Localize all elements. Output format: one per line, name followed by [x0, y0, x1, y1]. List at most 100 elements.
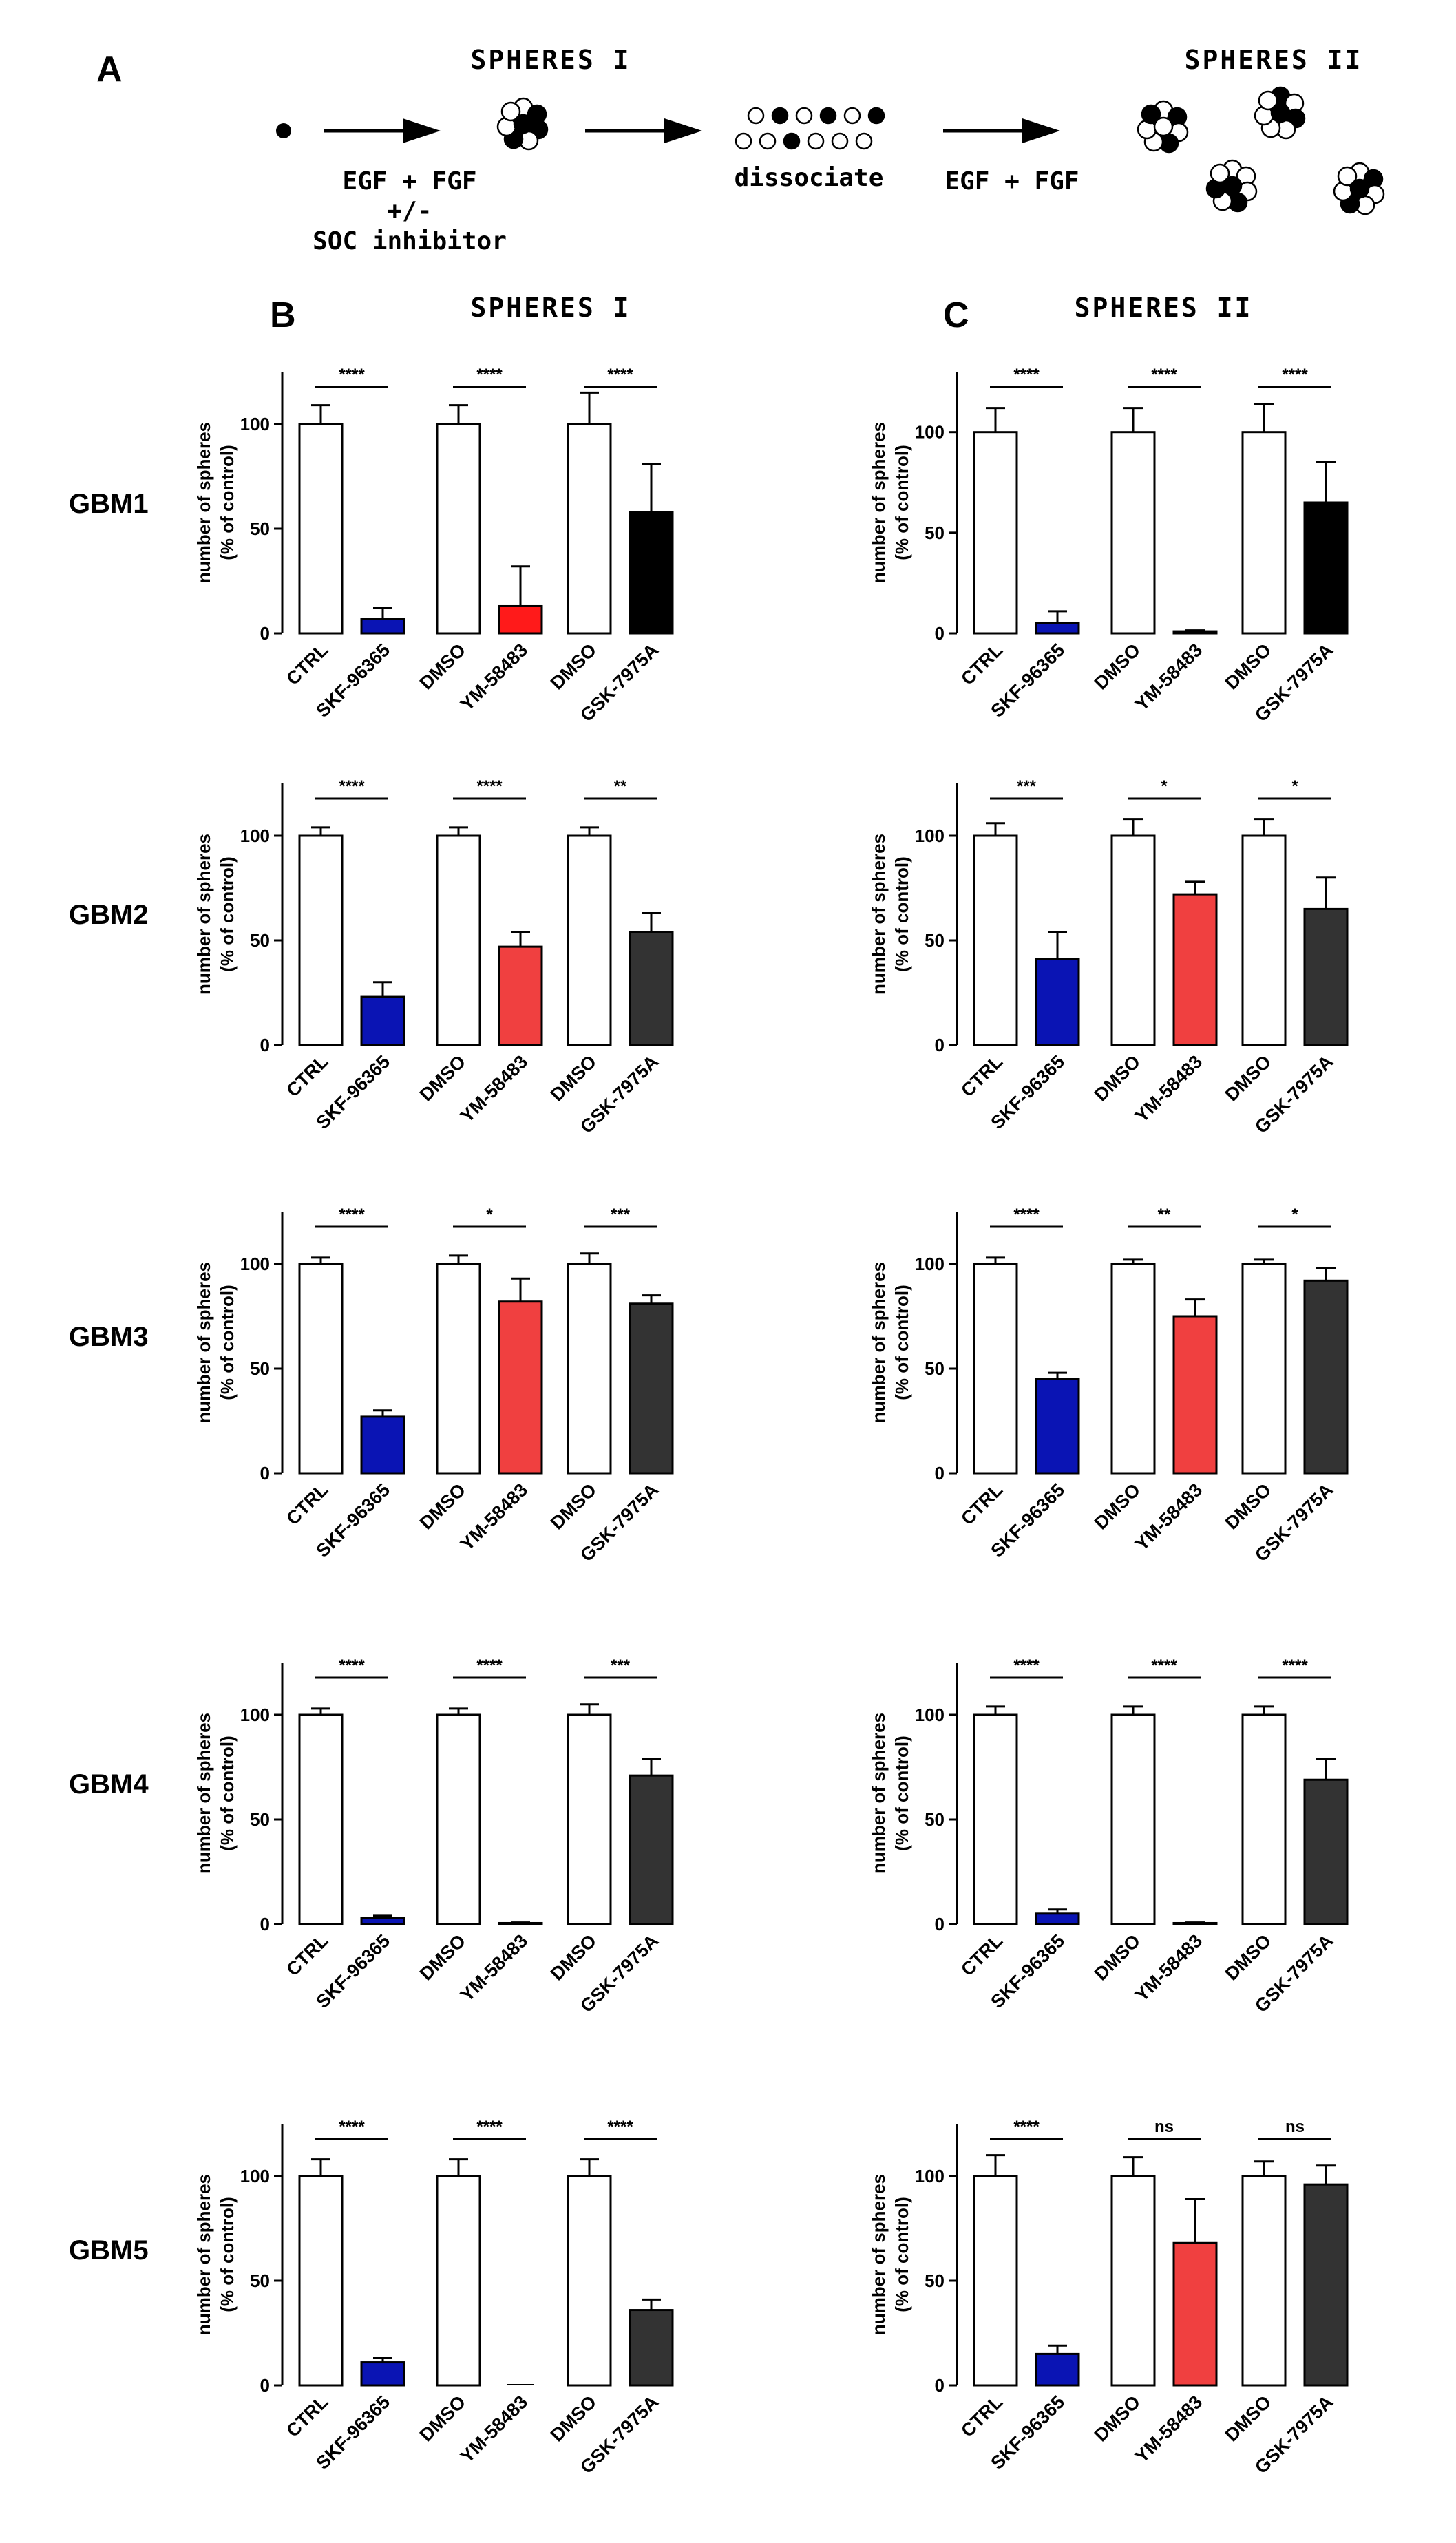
bar — [360, 618, 405, 635]
y-tick-label: 50 — [250, 930, 270, 951]
panel-c-title: SPHERES II — [1075, 293, 1253, 323]
bar — [629, 511, 674, 635]
bar — [973, 834, 1018, 1046]
significance-label: **** — [476, 1656, 503, 1675]
y-tick-label: 0 — [935, 1035, 945, 1055]
y-tick-label: 100 — [915, 1705, 945, 1725]
bar — [567, 1713, 612, 1925]
category-label: DMSO — [1090, 1479, 1144, 1533]
bar — [436, 1263, 481, 1475]
row-label-gbm4: GBM4 — [69, 1769, 149, 1800]
bar — [1110, 834, 1156, 1046]
spheres-ii-heading: SPHERES II — [1185, 45, 1363, 75]
category-label: DMSO — [1090, 640, 1144, 693]
category-label: DMSO — [547, 1479, 600, 1533]
bar — [1241, 2175, 1287, 2387]
significance-label: **** — [1282, 1656, 1308, 1675]
y-axis-label: number of spheres — [868, 834, 889, 995]
y-axis-label-sub: (% of control) — [891, 856, 912, 972]
bar — [1172, 2241, 1218, 2387]
y-tick-label: 100 — [915, 2166, 945, 2186]
y-axis-label-sub: (% of control) — [891, 1735, 912, 1851]
category-label: DMSO — [416, 1479, 469, 1533]
significance-label: *** — [611, 1656, 631, 1675]
significance-label: ** — [614, 777, 627, 796]
category-label: DMSO — [416, 1051, 469, 1105]
significance-label: **** — [1013, 2118, 1040, 2136]
bar — [629, 2309, 674, 2387]
bar — [298, 1263, 344, 1475]
bar — [1110, 1263, 1156, 1475]
chart-gbm2-ii: 0 50 100 number of spheres (% of control) CTR… — [868, 777, 1349, 1137]
sphere-cluster-icon — [1333, 162, 1385, 215]
y-axis-label-sub: (% of control) — [891, 2197, 912, 2312]
bar — [436, 1713, 481, 1925]
category-label: DMSO — [1221, 2392, 1275, 2445]
chart-gbm1-ii: 0 50 100 number of spheres (% of control) CTR… — [868, 366, 1349, 726]
panel-label-c: C — [943, 295, 969, 335]
sphere-cluster-icon — [1254, 86, 1306, 140]
category-label: DMSO — [416, 2392, 469, 2445]
category-label: DMSO — [416, 1930, 469, 1984]
bar — [498, 1300, 543, 1475]
y-tick-label: 50 — [250, 518, 270, 539]
category-label: CTRL — [282, 1930, 332, 1980]
significance-label: * — [1291, 1205, 1298, 1224]
bar — [567, 834, 612, 1046]
category-label: YM-58483 — [1131, 640, 1206, 715]
category-label: CTRL — [957, 2392, 1006, 2441]
bar — [567, 2175, 612, 2387]
bar — [1241, 1713, 1287, 1925]
y-axis-label: number of spheres — [193, 422, 214, 583]
y-axis-label-sub: (% of control) — [217, 1735, 238, 1851]
bar — [1035, 1378, 1080, 1475]
significance-label: **** — [476, 366, 503, 384]
chart-gbm1-i: 0 50 100 number of spheres (% of control) CTR… — [193, 366, 674, 726]
chart-gbm4-ii: 0 50 100 number of spheres (% of control) CTR… — [868, 1656, 1349, 2016]
y-tick-label: 50 — [925, 2270, 945, 2291]
bar — [1303, 2183, 1349, 2387]
sphere-cluster-icon — [1205, 159, 1258, 213]
bar — [1172, 630, 1218, 635]
category-label: YM-58483 — [456, 1051, 531, 1126]
sphere-cluster-icon — [1137, 100, 1189, 154]
significance-label: **** — [607, 366, 633, 384]
category-label: YM-58483 — [456, 640, 531, 715]
category-label: DMSO — [416, 640, 469, 693]
panel-label-b: B — [270, 295, 296, 335]
category-label: CTRL — [957, 1930, 1006, 1980]
bar — [1110, 1713, 1156, 1925]
category-label: YM-58483 — [1131, 1051, 1206, 1126]
bar — [1110, 431, 1156, 635]
category-label: CTRL — [282, 1051, 332, 1101]
significance-label: **** — [339, 1656, 365, 1675]
y-axis-label-sub: (% of control) — [217, 856, 238, 972]
bar — [436, 834, 481, 1046]
category-label: DMSO — [1221, 1479, 1275, 1533]
bar — [1035, 958, 1080, 1046]
arrow-icon — [324, 118, 441, 143]
y-axis-label: number of spheres — [193, 1713, 214, 1874]
y-tick-label: 100 — [915, 422, 945, 443]
cell-icon — [1153, 116, 1174, 137]
y-axis-label: number of spheres — [193, 2174, 214, 2335]
significance-label: ns — [1154, 2118, 1174, 2136]
bar — [629, 1302, 674, 1475]
bar — [1303, 1778, 1349, 1925]
significance-label: **** — [1013, 1205, 1040, 1224]
cell-icon — [1258, 90, 1278, 111]
cell-icon — [500, 101, 521, 122]
bar — [1035, 1912, 1080, 1925]
y-tick-label: 0 — [260, 1914, 270, 1934]
significance-label: *** — [1017, 777, 1037, 796]
bar — [498, 945, 543, 1046]
significance-label: * — [1161, 777, 1168, 796]
significance-label: **** — [339, 2118, 365, 2136]
category-label: YM-58483 — [456, 1479, 531, 1554]
y-tick-label: 0 — [935, 1463, 945, 1484]
row-label-gbm2: GBM2 — [69, 900, 149, 930]
category-label: DMSO — [547, 640, 600, 693]
significance-label: **** — [1013, 1656, 1040, 1675]
category-label: DMSO — [1221, 1930, 1275, 1984]
